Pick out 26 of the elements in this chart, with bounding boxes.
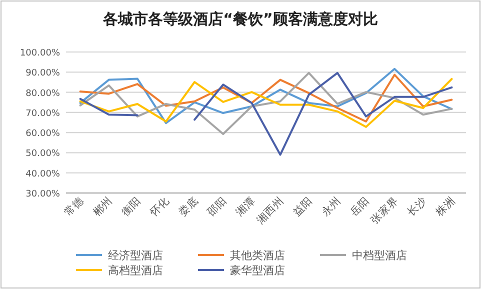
y-tick-label: 60.00% bbox=[26, 129, 60, 140]
y-tick-label: 70.00% bbox=[26, 108, 60, 119]
x-tick-label: 怀化 bbox=[147, 194, 172, 220]
line-series bbox=[79, 78, 453, 128]
y-tick-label: 80.00% bbox=[26, 88, 60, 99]
x-tick-label: 娄底 bbox=[176, 194, 201, 219]
legend-label: 经济型酒店 bbox=[108, 249, 163, 262]
y-tick-label: 90.00% bbox=[26, 68, 60, 79]
x-tick-label: 邵阳 bbox=[205, 194, 230, 219]
x-tick-label: 株洲 bbox=[432, 194, 458, 220]
y-tick-label: 40.00% bbox=[26, 169, 60, 180]
x-tick-label: 衡阳 bbox=[120, 194, 144, 219]
legend-label: 中档型酒店 bbox=[352, 249, 407, 262]
y-tick-label: 100.00% bbox=[20, 48, 60, 58]
legend-label: 其他类酒店 bbox=[230, 249, 285, 262]
line-series bbox=[79, 72, 453, 135]
chart-title: 各城市各等级酒店“餐饮”顾客满意度对比 bbox=[102, 10, 378, 28]
x-tick-label: 长沙 bbox=[404, 194, 430, 219]
y-tick-label: 30.00% bbox=[26, 190, 60, 200]
legend-label: 豪华型酒店 bbox=[230, 264, 285, 277]
x-tick-label: 永州 bbox=[318, 194, 344, 219]
x-tick-label: 益阳 bbox=[290, 194, 315, 219]
x-tick-label: 常德 bbox=[62, 194, 86, 219]
x-tick-label: 郴州 bbox=[90, 194, 115, 219]
y-tick-label: 50.00% bbox=[26, 149, 60, 160]
legend-label: 高档型酒店 bbox=[108, 264, 163, 277]
